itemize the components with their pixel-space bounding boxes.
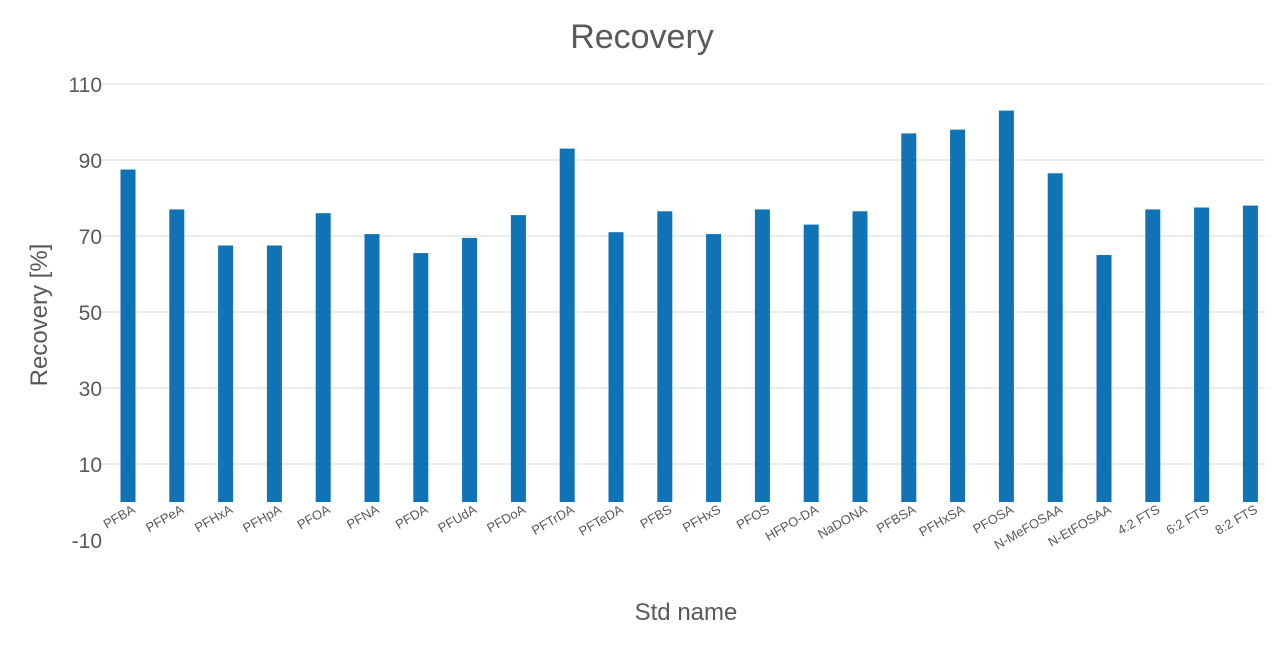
x-tick-label: PFHxS — [680, 501, 723, 535]
x-tick-label: PFDA — [393, 501, 431, 531]
x-tick-label: PFUdA — [435, 501, 479, 535]
bar — [218, 245, 234, 502]
bar — [266, 245, 282, 502]
gridlines — [100, 83, 1265, 465]
x-tick-label: PFTrDA — [529, 501, 577, 537]
bar — [852, 211, 868, 503]
bar — [1242, 205, 1258, 502]
bar — [364, 234, 380, 502]
bar — [462, 237, 478, 502]
x-tick-label: PFHxSA — [916, 501, 967, 539]
x-tick-label: PFBS — [637, 501, 674, 531]
x-axis-title: Std name — [635, 599, 738, 626]
x-tick-label: PFBA — [101, 501, 138, 531]
x-tick-label: NaDONA — [815, 501, 870, 541]
y-tick-label: 90 — [79, 150, 102, 173]
bar — [998, 110, 1014, 502]
bar — [1194, 207, 1210, 502]
y-tick-label: 50 — [79, 302, 102, 325]
x-tick-label: PFDoA — [484, 501, 528, 535]
bar — [120, 169, 136, 502]
x-tick-label: 4:2 FTS — [1115, 501, 1163, 537]
bar — [608, 232, 624, 502]
y-tick-label: -10 — [72, 530, 102, 553]
bar — [657, 211, 673, 503]
bar — [1047, 173, 1063, 503]
y-axis-ticks: -10 10 30 50 70 90 110 — [69, 74, 102, 553]
bar — [413, 253, 429, 502]
bar — [1145, 209, 1161, 502]
bar — [901, 133, 917, 502]
bar — [950, 129, 966, 502]
bar — [754, 209, 770, 502]
x-tick-label: PFTeDA — [576, 501, 626, 538]
x-tick-label: PFOA — [295, 501, 333, 532]
x-tick-label: PFHpA — [240, 501, 284, 535]
bar — [559, 148, 575, 502]
bar — [803, 224, 819, 502]
x-axis-ticks: PFBA PFPeA PFHxA PFHpA PFOA PFNA PFDA PFUdA PFDo… — [101, 501, 1261, 552]
x-tick-label: PFHxA — [192, 501, 235, 535]
bar — [706, 234, 722, 502]
bar — [169, 209, 185, 502]
x-tick-label: PFBSA — [874, 501, 919, 535]
x-tick-label: PFPeA — [143, 501, 186, 535]
y-tick-label: 110 — [69, 74, 102, 97]
y-tick-label: 30 — [79, 378, 102, 401]
chart-title: Recovery — [570, 18, 714, 56]
bars — [120, 110, 1258, 503]
y-tick-label: 70 — [79, 226, 102, 249]
y-axis-title: Recovery [%] — [26, 244, 53, 387]
x-tick-label: 6:2 FTS — [1164, 501, 1212, 537]
x-tick-label: PFNA — [344, 501, 382, 531]
y-tick-label: 10 — [79, 454, 102, 477]
x-tick-label: HFPO-DA — [763, 501, 821, 543]
bar — [315, 213, 331, 502]
x-tick-label: 8:2 FTS — [1212, 501, 1260, 537]
bar — [1096, 255, 1112, 502]
bar — [510, 215, 526, 502]
